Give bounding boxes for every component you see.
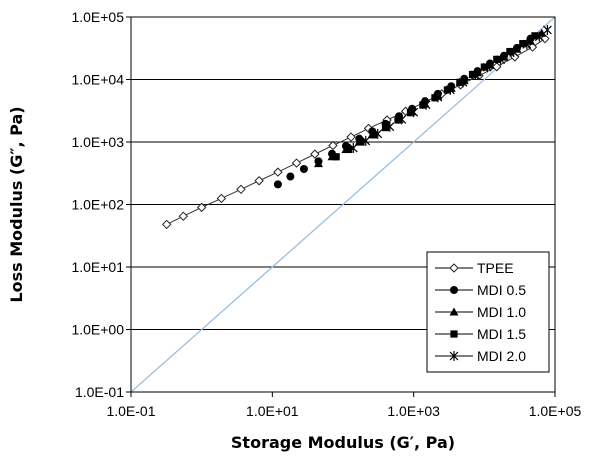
data-point-mdi-1-5 [369, 131, 378, 139]
data-point-mdi-1-5 [344, 145, 353, 154]
legend-item-tpee: TPEE [435, 260, 514, 276]
data-point-mdi-2-0 [482, 62, 492, 73]
data-point-tpee [492, 62, 502, 72]
data-point-tpee [236, 184, 246, 195]
y-tick-label: 1.0E+04 [71, 72, 124, 88]
legend-label: MDI 2.0 [477, 348, 526, 364]
data-point-mdi-1-0 [313, 159, 323, 168]
data-point-mdi-2-0 [361, 135, 371, 146]
data-point-tpee [346, 132, 356, 142]
data-point-tpee [527, 42, 538, 52]
legend-marker-tpee [449, 263, 459, 273]
data-point-mdi-2-0 [409, 107, 419, 118]
data-point-mdi-2-0 [397, 114, 407, 125]
legend-marker-mdi-1-5 [450, 330, 458, 338]
y-tick-label: 1.0E+00 [71, 322, 124, 338]
legend-marker-mdi-0-5 [450, 286, 458, 294]
y-tick-label: 1.0E+02 [71, 197, 124, 213]
x-tick-label: 1.0E-01 [106, 403, 155, 419]
legend-item-mdi-1-5: MDI 1.5 [435, 326, 526, 342]
data-point-tpee [291, 158, 302, 168]
data-point-mdi-2-0 [373, 128, 383, 139]
series-line-tpee [166, 38, 546, 225]
data-point-mdi-2-0 [445, 84, 455, 95]
data-point-mdi-1-5 [493, 55, 501, 63]
x-axis-title: Storage Modulus (G′, Pa) [231, 433, 455, 452]
data-point-tpee [254, 176, 264, 186]
y-tick-label: 1.0E-01 [75, 384, 124, 400]
legend-label: MDI 1.5 [477, 326, 526, 342]
data-point-mdi-2-0 [496, 54, 506, 65]
legend-label: MDI 0.5 [477, 282, 526, 298]
data-point-mdi-2-0 [509, 47, 519, 58]
data-point-tpee [273, 167, 283, 177]
data-point-mdi-1-5 [506, 47, 514, 56]
legend-item-mdi-2-0: MDI 2.0 [435, 348, 526, 364]
series-mdi-1-5 [332, 32, 539, 161]
legend-label: TPEE [477, 260, 514, 276]
y-tick-label: 1.0E+03 [71, 134, 124, 150]
y-axis-title: Loss Modulus (G″, Pa) [7, 106, 26, 302]
data-point-tpee [216, 193, 227, 204]
data-point-tpee [310, 149, 320, 159]
data-point-mdi-0-5 [299, 164, 308, 173]
data-point-tpee [161, 219, 172, 230]
legend-marker-mdi-2-0 [449, 351, 459, 361]
data-point-mdi-1-5 [381, 123, 390, 132]
legend-item-mdi-1-0: MDI 1.0 [435, 304, 526, 320]
data-point-mdi-1-5 [406, 109, 415, 117]
data-point-mdi-2-0 [471, 69, 480, 80]
data-point-mdi-2-0 [348, 143, 358, 154]
data-point-mdi-1-5 [443, 86, 451, 94]
data-point-tpee [196, 202, 207, 213]
data-point-tpee [178, 211, 189, 221]
legend-marker-mdi-1-0 [449, 307, 459, 316]
legend-item-mdi-0-5: MDI 0.5 [435, 282, 526, 298]
data-point-mdi-1-5 [480, 63, 488, 71]
data-point-mdi-2-0 [385, 121, 395, 132]
data-point-mdi-2-0 [522, 39, 532, 50]
data-point-mdi-2-0 [542, 24, 552, 35]
data-point-tpee [328, 140, 338, 151]
y-tick-label: 1.0E+01 [71, 259, 124, 275]
data-point-mdi-0-5 [286, 172, 295, 181]
plot-series [161, 24, 552, 230]
data-point-mdi-1-5 [332, 153, 340, 161]
data-point-mdi-1-5 [357, 138, 365, 146]
x-tick-label: 1.0E+05 [529, 403, 582, 419]
series-mdi-2-0 [348, 24, 552, 154]
data-point-mdi-1-5 [456, 78, 464, 86]
y-tick-label: 1.0E+05 [71, 9, 124, 25]
data-point-mdi-2-0 [458, 77, 468, 88]
data-point-mdi-2-0 [534, 31, 544, 42]
axis-ticks: 1.0E-01 1.0E+00 1.0E+01 1.0E+02 1.0E+03 1.0E+… [71, 9, 581, 419]
data-point-mdi-1-5 [431, 94, 439, 102]
x-tick-label: 1.0E+01 [246, 403, 299, 419]
data-point-mdi-1-5 [468, 70, 477, 79]
data-point-mdi-1-5 [394, 116, 402, 124]
legend: TPEE MDI 0.5 MDI 1.0 MDI 1.5 MDI 2.0 [426, 251, 550, 373]
data-point-mdi-1-5 [531, 32, 539, 40]
data-point-mdi-2-0 [433, 92, 443, 103]
data-point-mdi-1-5 [519, 40, 527, 48]
x-tick-label: 1.0E+03 [387, 403, 440, 419]
data-point-mdi-2-0 [421, 99, 431, 110]
reference-line [130, 16, 556, 393]
legend-label: MDI 1.0 [477, 304, 526, 320]
data-point-mdi-0-5 [273, 180, 282, 189]
data-point-mdi-1-5 [419, 101, 427, 109]
